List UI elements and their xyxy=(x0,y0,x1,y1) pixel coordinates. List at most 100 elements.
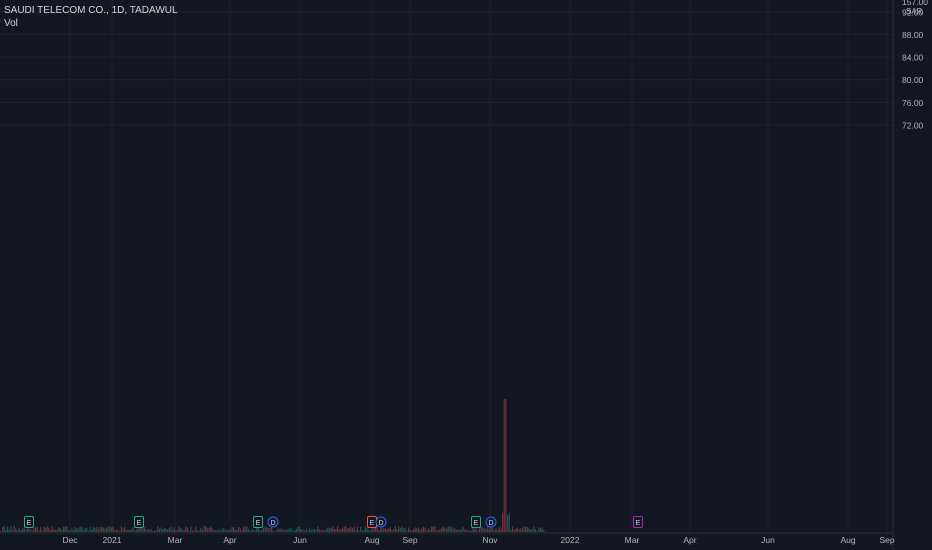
volume-bar xyxy=(266,527,268,532)
volume-bar xyxy=(89,526,91,532)
volume-bar xyxy=(77,528,80,532)
volume-bar xyxy=(411,530,413,532)
volume-bar xyxy=(198,530,200,532)
dividend-marker[interactable] xyxy=(267,516,279,528)
volume-bar xyxy=(11,530,14,532)
volume-bar xyxy=(94,528,96,532)
volume-bar xyxy=(168,527,170,532)
dividend-marker[interactable] xyxy=(485,516,497,528)
volume-bar xyxy=(503,399,505,532)
volume-bar xyxy=(464,529,466,532)
volume-bar xyxy=(238,526,240,532)
volume-bar xyxy=(0,530,2,532)
volume-bar xyxy=(178,526,180,532)
volume-bar xyxy=(99,527,101,532)
volume-bar xyxy=(82,529,85,532)
volume-bar xyxy=(262,527,264,532)
volume-bar xyxy=(64,526,66,532)
volume-bar xyxy=(209,526,212,532)
volume-bar xyxy=(163,527,165,532)
volume-bar xyxy=(195,526,197,532)
earnings-marker[interactable] xyxy=(253,516,263,528)
volume-bar xyxy=(71,527,73,532)
volume-bar xyxy=(48,527,50,532)
volume-bar xyxy=(61,529,63,532)
volume-bar xyxy=(28,528,30,532)
volume-bar xyxy=(407,527,410,532)
volume-bar xyxy=(173,527,175,532)
time-tick-label: Sep xyxy=(402,535,417,545)
volume-bar xyxy=(543,529,545,532)
volume-bar xyxy=(106,527,108,532)
volume-bar xyxy=(379,528,382,532)
price-axis[interactable]: 148.00144.00140.00136.00132.00128.00124.… xyxy=(892,0,932,550)
volume-bar xyxy=(450,526,453,532)
volume-bar xyxy=(287,528,289,532)
volume-bar xyxy=(49,530,52,532)
volume-bar xyxy=(541,527,543,532)
grid-lines xyxy=(0,0,893,533)
volume-bar xyxy=(124,526,126,532)
volume-bar xyxy=(21,528,24,532)
volume-bar xyxy=(528,528,530,532)
volume-bar xyxy=(73,530,75,532)
dividend-marker[interactable] xyxy=(375,516,387,528)
volume-bar xyxy=(15,528,17,532)
earnings-marker[interactable] xyxy=(633,516,643,528)
time-axis[interactable]: Dec 2021 Mar Apr Jun Aug Sep Nov 2022 Mar Apr Jun Au… xyxy=(0,532,895,545)
volume-bar xyxy=(498,527,500,532)
volume-bar xyxy=(203,526,205,532)
volume-bar xyxy=(186,527,189,532)
currency-label: SAR xyxy=(906,7,923,16)
volume-bar xyxy=(261,530,263,532)
time-tick-label: Nov xyxy=(482,535,498,545)
volume-bar xyxy=(467,530,469,532)
volume-bar xyxy=(393,529,395,532)
volume-bar xyxy=(396,529,398,532)
volume-bar xyxy=(292,530,294,532)
volume-bar xyxy=(148,529,151,532)
volume-bar xyxy=(167,529,169,532)
volume-bar xyxy=(92,526,94,532)
volume-bar xyxy=(274,530,276,532)
volume-bar xyxy=(143,527,146,532)
volume-bar xyxy=(401,526,403,532)
volume-bar xyxy=(5,530,7,532)
symbol-title[interactable]: SAUDI TELECOM CO., 1D, TADAWUL xyxy=(4,5,178,16)
volume-bar xyxy=(63,526,65,532)
volume-bar xyxy=(170,526,172,532)
volume-legend[interactable]: Vol xyxy=(4,18,18,29)
earnings-marker[interactable] xyxy=(24,516,34,528)
volume-bar xyxy=(297,526,299,532)
volume-bar xyxy=(3,526,5,532)
volume-bar xyxy=(81,526,83,532)
price-tick-label: 92.00 xyxy=(902,7,924,17)
volume-bar xyxy=(206,527,208,532)
volume-bar xyxy=(419,529,421,532)
volume-bar xyxy=(40,527,42,532)
volume-bar xyxy=(257,527,259,532)
volume-bar xyxy=(176,529,179,532)
volume-bar xyxy=(269,528,271,532)
volume-bar xyxy=(368,529,370,532)
volume-bar xyxy=(46,526,48,532)
volume-bar xyxy=(41,530,43,532)
volume-bar xyxy=(454,527,456,532)
volume-bar xyxy=(487,526,489,532)
volume-bar xyxy=(285,529,288,532)
volume-bar xyxy=(254,530,256,532)
earnings-marker[interactable] xyxy=(471,516,481,528)
event-marker-letter: E xyxy=(370,520,375,527)
volume-bar xyxy=(264,526,266,532)
volume-bars xyxy=(0,399,545,532)
volume-bar xyxy=(429,529,431,532)
volume-bar xyxy=(236,530,238,532)
volume-bar xyxy=(308,527,311,532)
volume-bar xyxy=(140,527,142,532)
earnings-marker[interactable] xyxy=(134,516,144,528)
volume-bar xyxy=(366,528,368,532)
volume-bar xyxy=(193,530,195,532)
price-tick-label: 88.00 xyxy=(902,30,924,40)
